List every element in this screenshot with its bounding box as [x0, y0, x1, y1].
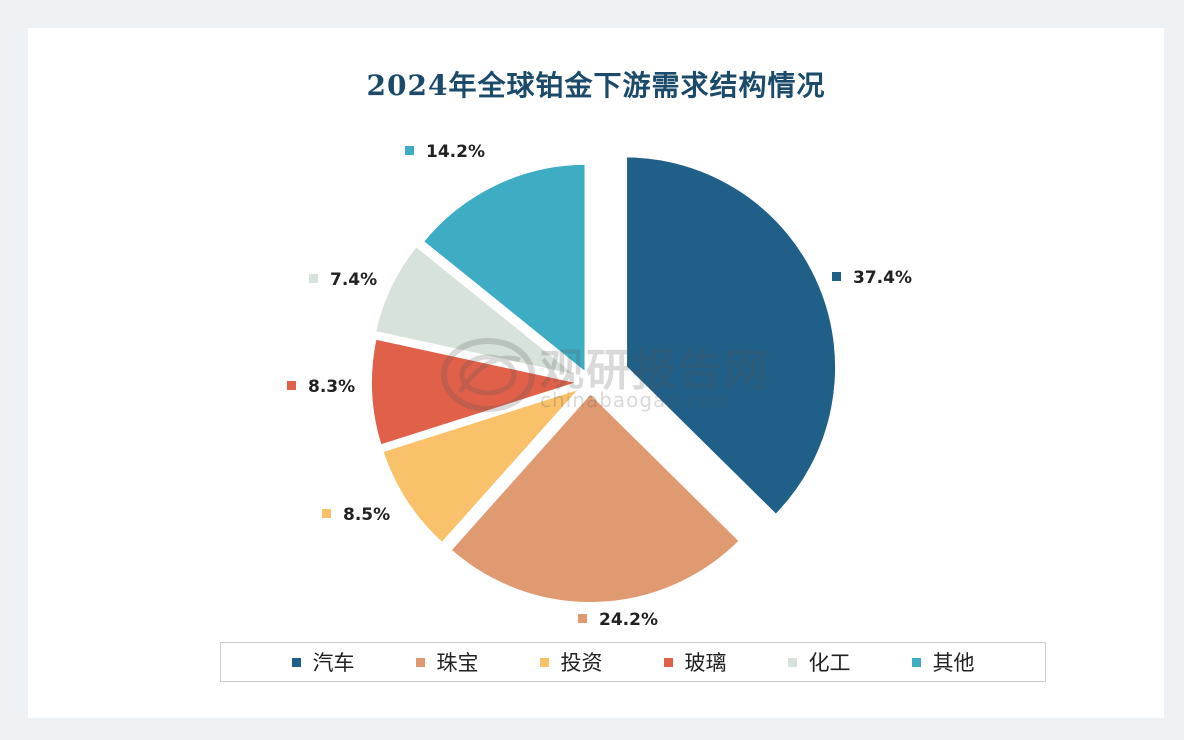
legend-item-5: 化工 [787, 647, 851, 677]
chart-title: 2024年全球铂金下游需求结构情况 [366, 69, 826, 102]
pie-slice-4 [368, 335, 590, 450]
legend-swatch [911, 657, 921, 667]
legend-swatch [291, 657, 301, 667]
data-label-text: 8.3% [308, 377, 356, 397]
data-label-text: 14.2% [426, 142, 485, 162]
data-label-1: 37.4% [832, 268, 912, 288]
legend-swatch [415, 657, 425, 667]
pie-slice-2 [446, 389, 744, 606]
data-label-2: 24.2% [578, 610, 658, 630]
pie-slice-1 [623, 153, 840, 520]
legend: 汽车 珠宝 投资 玻璃 化工 其他 [220, 642, 1046, 682]
data-label-swatch [309, 273, 318, 283]
data-label-4: 8.3% [287, 377, 355, 397]
data-label-text: 8.5% [343, 505, 391, 525]
legend-label: 珠宝 [436, 651, 479, 675]
pie-slice-3 [378, 382, 590, 548]
legend-item-4: 玻璃 [663, 647, 727, 677]
legend-item-2: 珠宝 [415, 647, 479, 677]
legend-item-6: 其他 [911, 647, 975, 677]
legend-swatch [787, 657, 797, 667]
legend-label: 其他 [932, 651, 975, 675]
legend-label: 投资 [560, 651, 603, 675]
data-label-swatch [322, 508, 331, 518]
legend-item-1: 汽车 [291, 647, 355, 677]
data-label-swatch [578, 613, 587, 623]
data-label-3: 8.5% [322, 505, 390, 525]
legend-swatch [539, 657, 549, 667]
legend-label: 化工 [808, 651, 851, 675]
data-label-text: 7.4% [330, 270, 378, 290]
legend-label: 汽车 [312, 651, 355, 675]
legend-item-3: 投资 [539, 647, 603, 677]
pie-slice-5 [371, 241, 583, 380]
data-label-swatch [287, 380, 296, 390]
legend-swatch [663, 657, 673, 667]
data-label-5: 7.4% [309, 270, 377, 290]
data-label-text: 24.2% [599, 610, 658, 630]
pie-slice-6 [418, 160, 589, 379]
data-label-swatch [405, 145, 414, 155]
data-label-text: 37.4% [853, 268, 912, 288]
legend-label: 玻璃 [684, 651, 727, 675]
data-label-swatch [832, 271, 841, 281]
data-label-6: 14.2% [405, 142, 485, 162]
